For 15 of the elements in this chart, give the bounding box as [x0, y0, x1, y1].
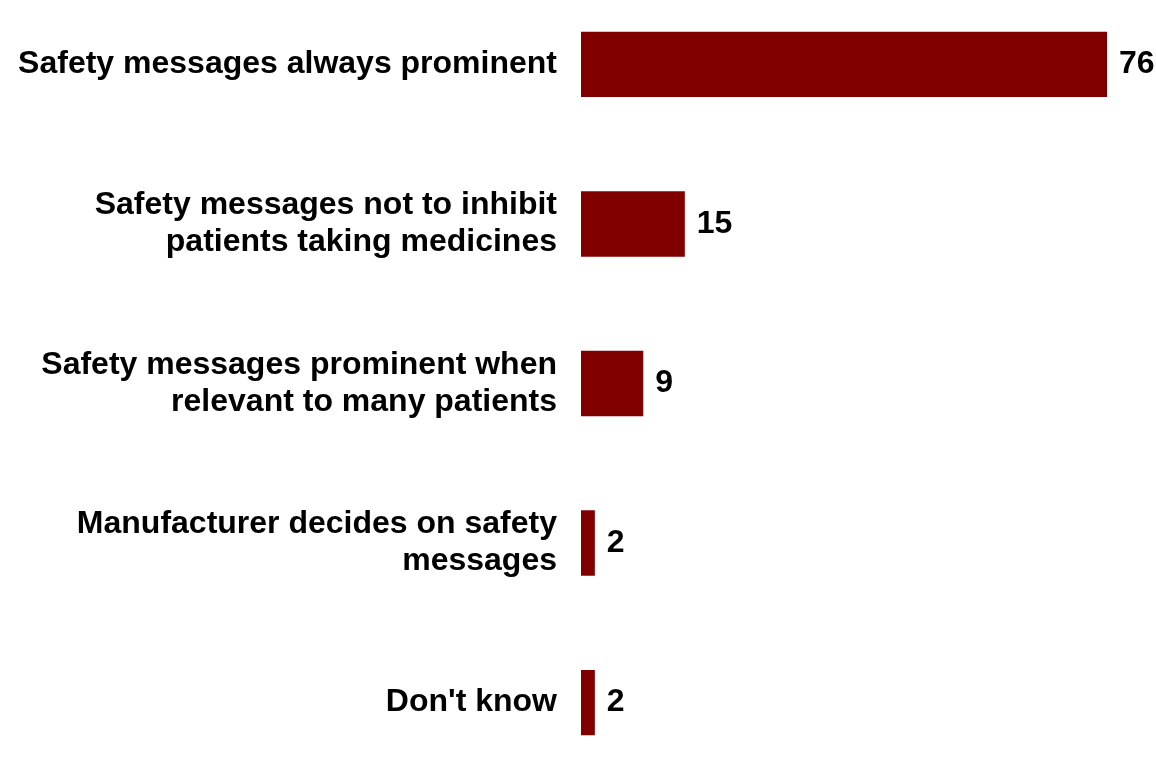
- y-tick-label: Manufacturer decides on safety messages: [76, 504, 558, 578]
- bar: [581, 510, 595, 576]
- y-tick-label: Safety messages not to inhibit patients taking medicines: [94, 185, 558, 259]
- bar: [581, 350, 644, 417]
- y-tick-label: Don't know: [385, 682, 558, 719]
- y-tick-label: Safety messages prominent when relevant to many patients: [41, 344, 557, 418]
- data-label: 2: [606, 682, 625, 719]
- data-label: 15: [696, 203, 733, 240]
- bar: [581, 669, 595, 736]
- data-label: 76: [1119, 44, 1155, 81]
- data-label: 9: [655, 363, 674, 400]
- data-label: 2: [606, 522, 625, 559]
- bar: [581, 191, 685, 257]
- y-tick-label: Safety messages always prominent: [18, 44, 558, 81]
- bar: [581, 31, 1107, 98]
